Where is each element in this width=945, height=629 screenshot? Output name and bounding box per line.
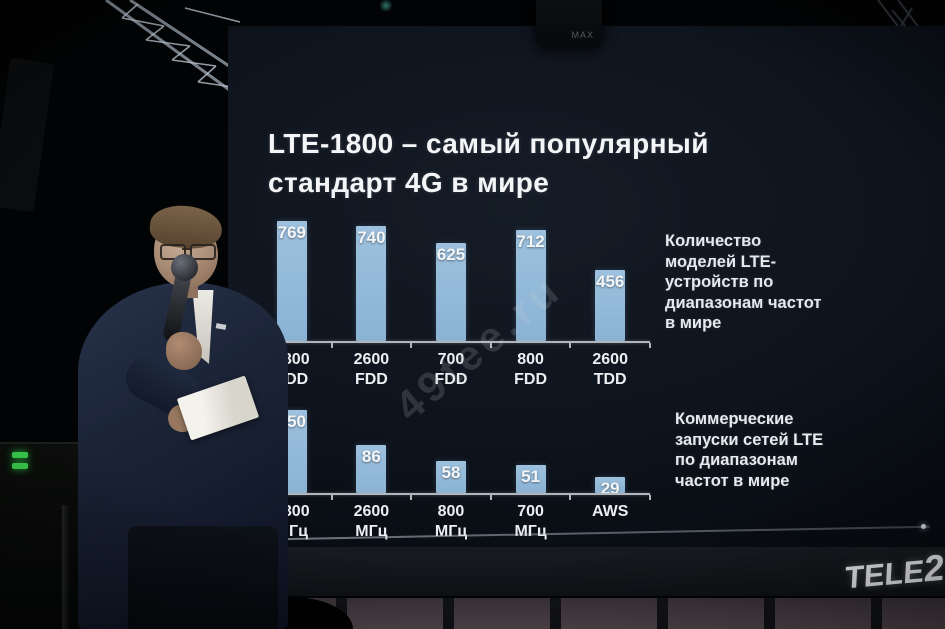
bar-value-label: 51 bbox=[521, 466, 541, 486]
axis-tick bbox=[649, 343, 651, 348]
projector: MAX bbox=[536, 0, 602, 48]
projection-screen: LTE-1800 – самый популярный стандарт 4G … bbox=[228, 26, 945, 547]
chart-bars-area: 150 86 58 51 29 bbox=[252, 410, 650, 498]
axis-tick bbox=[569, 343, 572, 348]
bar-chart-lte-launches: 150 86 58 51 29 1800 МГц 2600 МГц 800 МГц 700 М… bbox=[251, 410, 651, 542]
power-led bbox=[12, 452, 28, 458]
chart-bars-area: 769 740 625 712 456 bbox=[252, 221, 650, 341]
annotation-lte-launches: Коммерческие запуски сетей LTE по диапаз… bbox=[675, 410, 824, 490]
stage-backdrop-band bbox=[230, 547, 945, 596]
floor-panel bbox=[454, 598, 550, 629]
category-label: AWS bbox=[591, 503, 629, 520]
chart-bar: 456 bbox=[595, 269, 626, 341]
category-label: 2600 TDD bbox=[592, 351, 628, 388]
mic-stand bbox=[62, 505, 69, 629]
screen-edge-highlight bbox=[921, 524, 926, 529]
projector-brand-label: MAX bbox=[571, 30, 594, 40]
chart-bar: 740 bbox=[356, 225, 387, 341]
stage-prop bbox=[0, 57, 55, 213]
tele2-logo-text: TELE bbox=[844, 553, 925, 596]
axis-tick bbox=[489, 495, 492, 500]
presenter-right-hand bbox=[166, 332, 202, 370]
chart-bar: 51 bbox=[515, 464, 546, 493]
glasses-bridge bbox=[182, 248, 191, 250]
chart-x-axis bbox=[251, 493, 651, 500]
power-led bbox=[12, 463, 28, 469]
bar-value-label: 740 bbox=[357, 227, 386, 247]
bar-value-label: 625 bbox=[436, 245, 466, 265]
floor-panel bbox=[882, 598, 945, 629]
axis-tick bbox=[649, 495, 651, 500]
bar-value-label: 712 bbox=[516, 231, 545, 251]
stage-light-glint bbox=[378, 0, 394, 11]
bar-value-label: 456 bbox=[595, 271, 625, 291]
chart-bar: 86 bbox=[356, 445, 387, 493]
floor-panel bbox=[561, 598, 657, 629]
chart-slot: 456 bbox=[570, 221, 650, 341]
bar-value-label: 58 bbox=[441, 462, 461, 482]
presenter-trousers bbox=[128, 526, 278, 629]
bar-value-label: 29 bbox=[600, 478, 620, 498]
chart-slot: 740 bbox=[332, 221, 412, 341]
chart-bar: 29 bbox=[595, 476, 626, 498]
chart-slot: 29 bbox=[570, 410, 650, 498]
axis-tick bbox=[410, 495, 413, 500]
presenter bbox=[70, 196, 305, 629]
chart-slot: 86 bbox=[332, 410, 412, 493]
floor-panel bbox=[668, 598, 764, 629]
floor-panel bbox=[347, 598, 443, 629]
bar-value-label: 86 bbox=[361, 447, 381, 467]
chart-slot: 51 bbox=[491, 410, 571, 493]
tele2-logo-digit: 2 bbox=[923, 546, 945, 590]
chart-bar: 58 bbox=[435, 460, 466, 493]
axis-tick bbox=[330, 495, 333, 500]
axis-tick bbox=[330, 343, 333, 348]
axis-tick bbox=[569, 495, 572, 500]
tele2-logo: TELE2 bbox=[844, 546, 945, 597]
category-label: 700 МГц bbox=[514, 503, 547, 540]
floor-panel bbox=[775, 598, 871, 629]
axis-tick bbox=[410, 343, 413, 348]
microphone-head bbox=[171, 254, 198, 281]
chart-bar: 625 bbox=[435, 243, 466, 341]
slide-title: LTE-1800 – самый популярный стандарт 4G … bbox=[268, 128, 709, 198]
annotation-device-models: Количество моделей LTE- устройств по диа… bbox=[665, 232, 822, 332]
